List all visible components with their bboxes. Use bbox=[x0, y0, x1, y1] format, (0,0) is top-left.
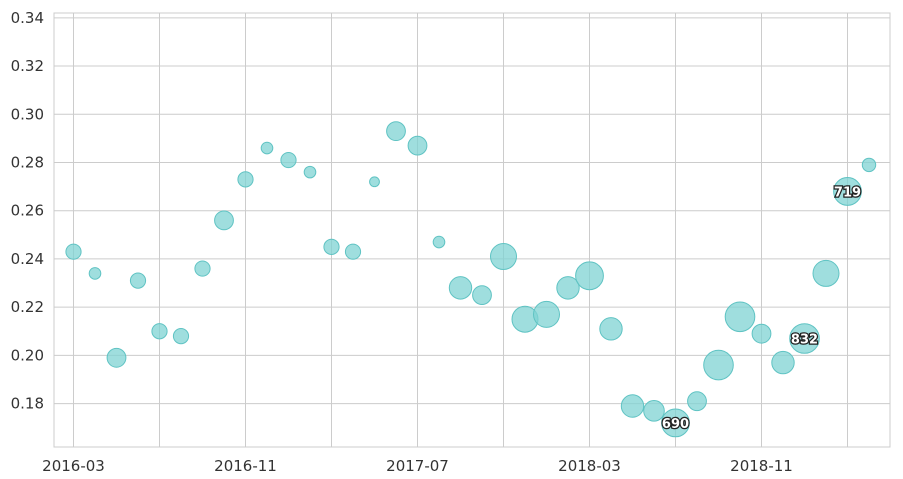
x-tick-label: 2016-11 bbox=[214, 457, 277, 475]
data-point bbox=[194, 260, 211, 277]
data-point bbox=[861, 157, 877, 173]
data-point bbox=[214, 210, 234, 231]
data-point bbox=[490, 243, 517, 271]
data-point bbox=[533, 300, 560, 328]
data-point bbox=[575, 261, 604, 291]
y-tick-label: 0.24 bbox=[11, 250, 44, 268]
data-labels: 690 832 719 bbox=[661, 184, 863, 433]
plot-frame bbox=[53, 12, 891, 448]
data-point bbox=[751, 323, 772, 344]
data-point bbox=[106, 347, 127, 368]
data-point bbox=[88, 267, 102, 280]
data-point bbox=[129, 272, 147, 289]
data-point bbox=[661, 408, 690, 438]
data-point bbox=[323, 238, 340, 255]
x-tick-label: 2016-03 bbox=[42, 457, 105, 475]
y-tick-label: 0.32 bbox=[11, 57, 44, 75]
data-label: 832 bbox=[791, 333, 818, 348]
y-tick-label: 0.20 bbox=[11, 346, 44, 364]
x-tick-label: 2018-11 bbox=[730, 457, 793, 475]
y-tick-label: 0.30 bbox=[11, 105, 44, 123]
data-point bbox=[344, 243, 362, 260]
data-point bbox=[151, 323, 168, 340]
data-points bbox=[65, 121, 877, 438]
y-tick-label: 0.34 bbox=[11, 9, 44, 27]
data-point bbox=[812, 259, 840, 287]
data-point bbox=[407, 135, 428, 156]
data-point bbox=[620, 394, 645, 418]
data-point bbox=[369, 176, 380, 188]
data-point bbox=[448, 276, 473, 300]
data-label: 690 bbox=[662, 417, 689, 432]
data-point bbox=[280, 151, 297, 169]
data-point bbox=[687, 391, 707, 412]
x-tick-label: 2017-07 bbox=[386, 457, 449, 475]
y-axis-ticks: 0.18 0.20 0.22 0.24 0.26 0.28 0.30 0.32 0.34 bbox=[11, 9, 44, 413]
data-point bbox=[432, 235, 446, 249]
data-point bbox=[237, 171, 254, 188]
y-tick-label: 0.26 bbox=[11, 202, 44, 220]
y-tick-label: 0.22 bbox=[11, 298, 44, 316]
data-point bbox=[556, 276, 580, 300]
data-point bbox=[643, 400, 665, 422]
x-tick-label: 2018-03 bbox=[558, 457, 621, 475]
data-point bbox=[472, 285, 492, 306]
data-point bbox=[65, 243, 82, 260]
grid-lines bbox=[54, 13, 890, 447]
data-point bbox=[172, 327, 190, 345]
data-point bbox=[303, 165, 317, 179]
data-point bbox=[260, 141, 274, 155]
data-point bbox=[724, 301, 756, 333]
data-point bbox=[789, 323, 820, 354]
data-point bbox=[771, 350, 795, 375]
data-point bbox=[386, 121, 406, 142]
y-tick-label: 0.28 bbox=[11, 153, 44, 171]
data-point bbox=[703, 349, 734, 381]
data-label: 719 bbox=[834, 185, 861, 200]
x-axis-ticks: 2016-03 2016-11 2017-07 2018-03 2018-11 bbox=[42, 457, 793, 475]
y-tick-label: 0.18 bbox=[11, 395, 44, 413]
data-point bbox=[833, 177, 862, 206]
data-point bbox=[599, 317, 623, 341]
